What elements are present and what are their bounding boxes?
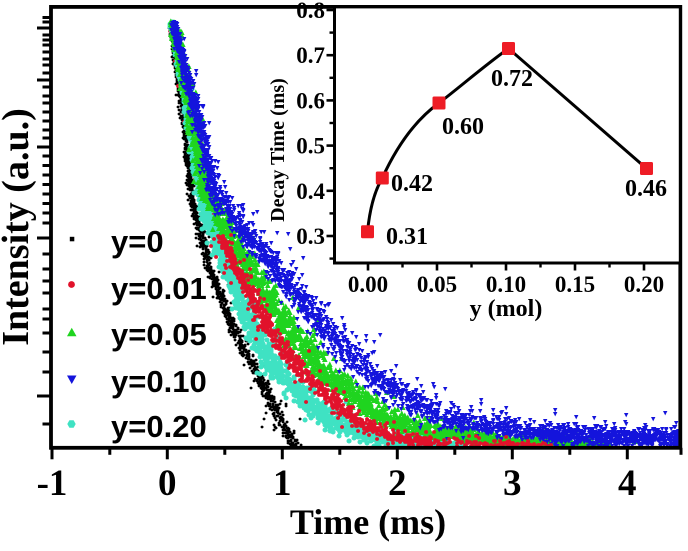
svg-text:y (mol): y (mol) xyxy=(470,296,543,322)
svg-text:y=0.05: y=0.05 xyxy=(111,317,207,352)
svg-text:0.00: 0.00 xyxy=(348,272,388,297)
svg-text:0: 0 xyxy=(158,463,177,504)
svg-text:0.05: 0.05 xyxy=(417,272,457,297)
svg-text:0.72: 0.72 xyxy=(491,66,533,92)
svg-text:4: 4 xyxy=(618,463,637,504)
svg-text:y=0.10: y=0.10 xyxy=(111,364,207,399)
svg-text:0.15: 0.15 xyxy=(555,272,595,297)
svg-text:y=0.20: y=0.20 xyxy=(111,409,207,444)
svg-text:0.8: 0.8 xyxy=(296,0,325,23)
svg-text:Time (ms): Time (ms) xyxy=(290,502,446,542)
svg-text:0.10: 0.10 xyxy=(486,272,526,297)
svg-text:0.42: 0.42 xyxy=(391,171,433,197)
svg-text:0.31: 0.31 xyxy=(386,224,428,250)
svg-text:2: 2 xyxy=(388,463,407,504)
svg-text:0.3: 0.3 xyxy=(296,224,325,249)
svg-text:0.4: 0.4 xyxy=(296,179,325,204)
svg-text:y=0: y=0 xyxy=(111,224,164,259)
svg-text:Intensity (a.u.): Intensity (a.u.) xyxy=(0,108,37,346)
svg-text:y=0.01: y=0.01 xyxy=(111,271,207,306)
svg-text:0.46: 0.46 xyxy=(625,176,667,202)
svg-text:1: 1 xyxy=(273,463,292,504)
svg-text:3: 3 xyxy=(503,463,522,504)
svg-text:0.5: 0.5 xyxy=(296,134,325,159)
svg-text:Decay Time (ms): Decay Time (ms) xyxy=(267,78,289,222)
svg-text:0.60: 0.60 xyxy=(442,114,484,140)
svg-text:-1: -1 xyxy=(37,463,68,504)
svg-text:0.6: 0.6 xyxy=(296,88,325,113)
svg-text:0.7: 0.7 xyxy=(296,43,325,68)
svg-text:0.20: 0.20 xyxy=(624,272,664,297)
